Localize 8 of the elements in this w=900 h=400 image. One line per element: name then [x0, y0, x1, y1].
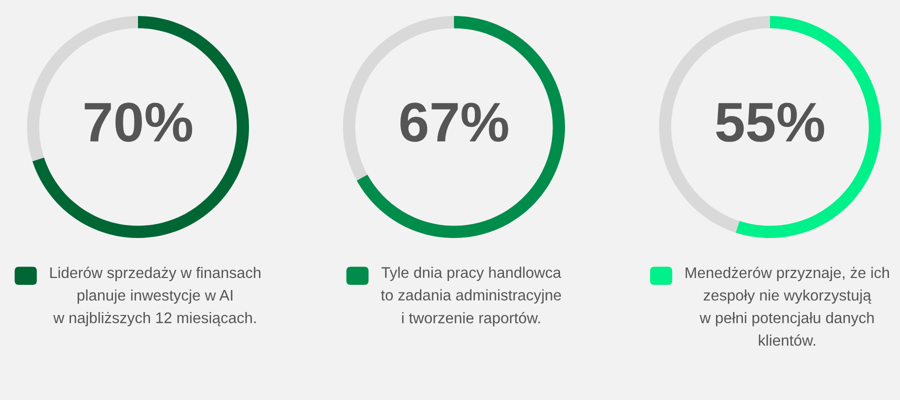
data-label: 55% — [716, 102, 824, 142]
legend-label: Liderów sprzedaży w finansach planuje inwestycje w AI w najbliższych 12 miesiącach. — [50, 266, 260, 326]
data-label: 70% — [84, 102, 192, 142]
legend-label: Menedżerów przyznaje, że ich zespoły nie wykorzystują w pełni potencjału danych klientów. — [686, 266, 889, 346]
donut-slice — [356, 16, 565, 238]
data-label: 67% — [400, 102, 508, 142]
donut-slice — [32, 16, 249, 238]
legend-label: Tyle dnia pracy handlowca to zadania administracyjne i tworzenie raportów. — [380, 266, 562, 326]
